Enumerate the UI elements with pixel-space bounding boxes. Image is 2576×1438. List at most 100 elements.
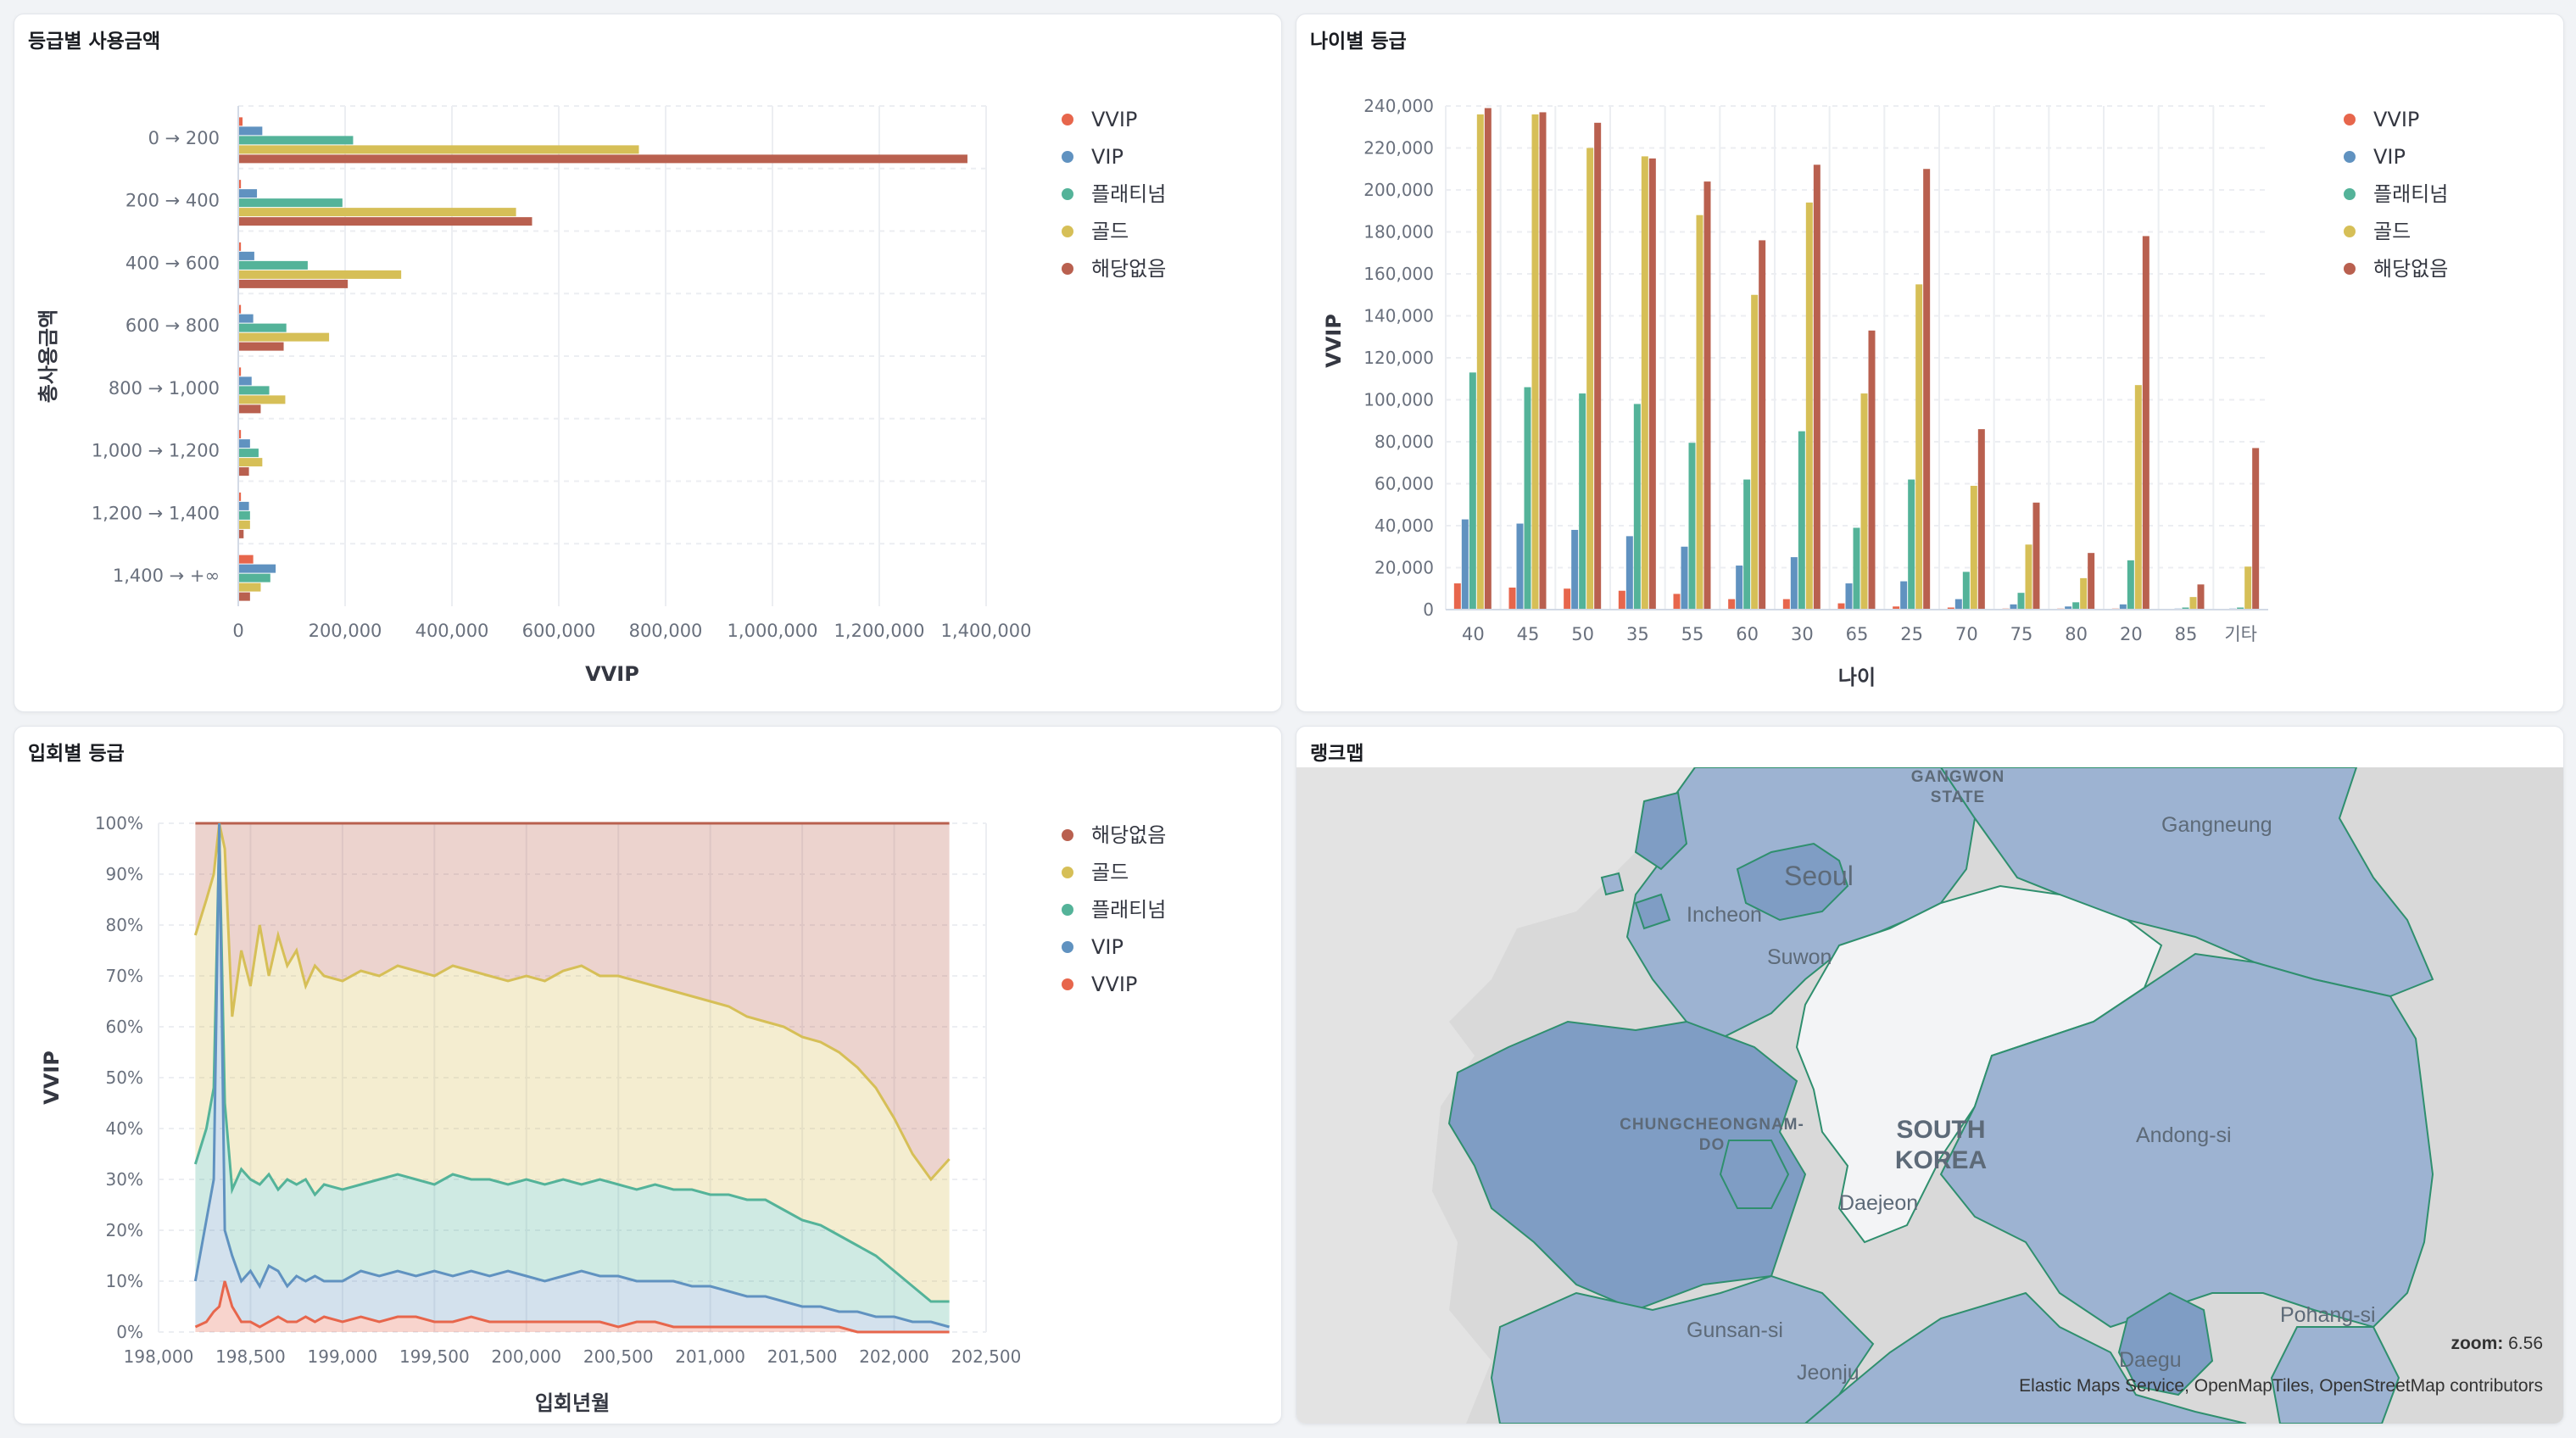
- legend-dot: [1062, 151, 1073, 163]
- map-label-daejeon: Daejeon: [1839, 1191, 1919, 1215]
- y-tick-label: 200 → 400: [125, 191, 220, 211]
- y-axis-title: VVIP: [1322, 314, 1346, 368]
- bar: [2080, 577, 2088, 610]
- bar: [1970, 485, 1977, 610]
- legend-item[interactable]: 해당없음: [2373, 257, 2448, 281]
- bar: [2025, 544, 2032, 610]
- x-axis-title: VVIP: [585, 662, 639, 686]
- y-tick-label: 70%: [106, 966, 143, 986]
- legend-item[interactable]: 골드: [1091, 861, 1129, 884]
- bar: [1923, 169, 1931, 610]
- bar: [238, 342, 284, 351]
- bar: [1790, 557, 1798, 610]
- region-seoul: [1736, 842, 1849, 922]
- bar: [1618, 590, 1625, 610]
- x-tick-label: 1,400,000: [941, 621, 1032, 641]
- bar: [238, 126, 263, 136]
- y-tick-label: 10%: [106, 1271, 143, 1291]
- bar: [238, 242, 242, 251]
- map-label-chungcheongnam: CHUNGCHEONGNAM-DO: [1620, 1116, 1804, 1154]
- y-axis-title: VVIP: [40, 1051, 64, 1105]
- legend-dot: [2344, 114, 2356, 125]
- map-label-daegu: Daegu: [2119, 1348, 2182, 1372]
- legend-item[interactable]: VIP: [2373, 145, 2406, 169]
- region-chungnam: [1447, 1020, 1807, 1312]
- bar: [238, 251, 254, 260]
- x-tick-label: 85: [2175, 624, 2198, 644]
- y-tick-label: 0%: [116, 1322, 143, 1342]
- bar: [1915, 284, 1923, 610]
- map-canvas[interactable]: GANGWON STATE Gangneung Seoul Incheon Su…: [1296, 767, 2563, 1424]
- legend-item[interactable]: VVIP: [2373, 108, 2419, 131]
- bar: [238, 189, 258, 198]
- legend-dot: [1062, 114, 1073, 125]
- bar: [1681, 546, 1688, 610]
- legend-item[interactable]: 해당없음: [1091, 257, 1166, 281]
- y-tick-label: 0 → 200: [148, 128, 220, 148]
- x-tick-label: 1,000,000: [728, 621, 818, 641]
- map-label-gangwon: GANGWON STATE: [1910, 768, 2005, 806]
- y-tick-label: 100,000: [1363, 390, 1434, 410]
- bar: [1954, 599, 1962, 610]
- y-tick-label: 1,000 → 1,200: [92, 441, 220, 461]
- y-tick-label: 20,000: [1374, 558, 1434, 578]
- legend-item[interactable]: 플래티넘: [1091, 182, 1166, 206]
- x-axis-title: 입회년월: [535, 1391, 610, 1415]
- bar: [238, 136, 354, 145]
- x-tick-label: 600,000: [522, 621, 596, 641]
- legend-item[interactable]: VIP: [1091, 935, 1124, 959]
- legend-item[interactable]: VIP: [1091, 145, 1124, 169]
- bar: [238, 279, 348, 288]
- legend-dot: [1062, 978, 1073, 990]
- bar: [1476, 114, 1484, 610]
- y-tick-label: 600 → 800: [125, 315, 220, 336]
- bar: [1900, 581, 1908, 610]
- legend-item[interactable]: VVIP: [1091, 973, 1137, 996]
- x-tick-label: 기타: [2224, 624, 2257, 644]
- x-tick-label: 200,000: [491, 1346, 561, 1367]
- bar: [2197, 584, 2205, 610]
- bar: [238, 404, 261, 414]
- panel-title: 랭크맵: [1310, 743, 1364, 765]
- series-line: [193, 833, 950, 1303]
- y-tick-label: 1,200 → 1,400: [92, 503, 220, 523]
- bar: [2134, 385, 2142, 610]
- bar: [1845, 583, 1853, 610]
- map-label-gangneung: Gangneung: [2161, 813, 2272, 837]
- map-attribution[interactable]: Elastic Maps Service, OpenMapTiles, Open…: [2019, 1376, 2543, 1396]
- region-gyeongnam: [1804, 1291, 2247, 1424]
- bar: [238, 439, 250, 449]
- legend-item[interactable]: 해당없음: [1091, 823, 1166, 847]
- legend-item[interactable]: 골드: [2373, 220, 2411, 243]
- legend-item[interactable]: 플래티넘: [1091, 898, 1166, 922]
- x-tick-label: 20: [2120, 624, 2143, 644]
- legend-item[interactable]: 플래티넘: [2373, 182, 2448, 206]
- bar: [238, 198, 343, 208]
- legend-dot: [2344, 188, 2356, 200]
- chart-age-grade: 0 20,000 40,000 60,000 80,000 100,000 120,000 1…: [1322, 96, 2448, 689]
- x-tick-label: 75: [2010, 624, 2033, 644]
- bar: [238, 458, 263, 467]
- bar: [1782, 599, 1790, 610]
- bar: [238, 367, 242, 376]
- y-tick-label: 1,400 → +∞: [113, 566, 220, 586]
- x-tick-label: 201,000: [675, 1346, 745, 1367]
- bar: [1571, 529, 1579, 610]
- y-tick-label: 40%: [106, 1118, 143, 1139]
- x-tick-label: 55: [1681, 624, 1704, 644]
- legend-item[interactable]: 골드: [1091, 220, 1129, 243]
- bar: [238, 154, 967, 164]
- bar: [238, 117, 243, 126]
- bar: [2142, 236, 2149, 610]
- bar: [2119, 604, 2127, 610]
- x-tick-label: 198,500: [215, 1346, 286, 1367]
- bar: [1484, 108, 1492, 610]
- bar: [1962, 571, 1970, 610]
- legend-dot: [1062, 941, 1073, 953]
- x-tick-label: 45: [1517, 624, 1540, 644]
- panel-age-grade: 나이별 등급 0 20,000 40,000 60,000 80,000 100,000 1…: [1296, 14, 2564, 712]
- bar: [1648, 158, 1656, 610]
- y-tick-label: 400 → 600: [125, 253, 220, 273]
- bar: [238, 270, 402, 279]
- legend-item[interactable]: VVIP: [1091, 108, 1137, 131]
